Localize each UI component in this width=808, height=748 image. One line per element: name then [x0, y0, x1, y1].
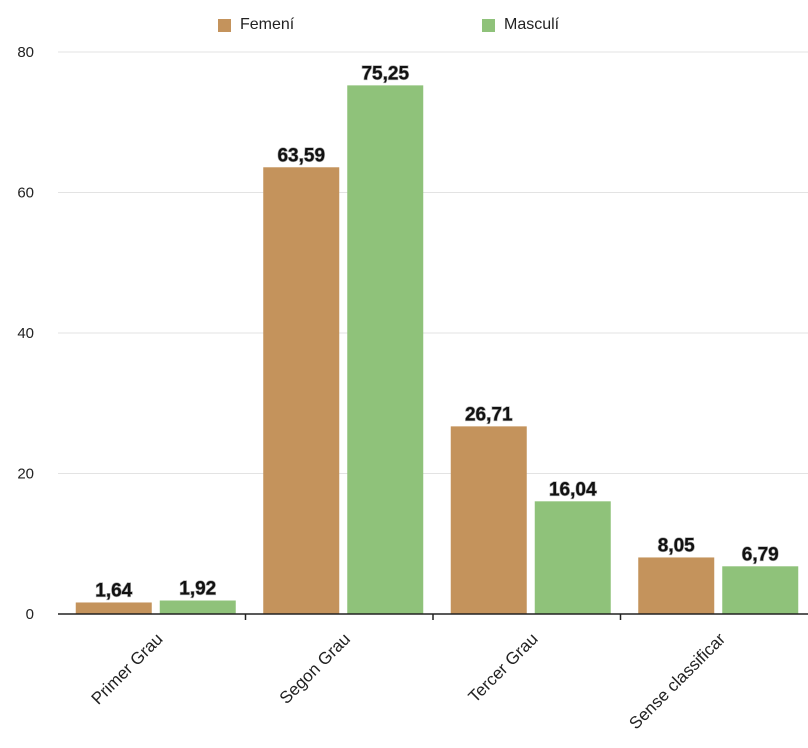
- legend-item-masculi: Masculí: [482, 16, 559, 34]
- category-labels: Primer Grau Segon Grau Tercer Grau Sense cl…: [88, 629, 730, 733]
- bar-mascul-3: [722, 566, 799, 614]
- bar-mascul-0: [159, 600, 236, 614]
- category-label-3: Sense classificar: [625, 629, 729, 733]
- value-label-mascul-1: 75,25: [361, 63, 409, 84]
- bar-femen-0: [75, 602, 152, 614]
- bars: [75, 85, 799, 614]
- legend-item-femeni: Femení: [218, 16, 294, 34]
- category-label-1: Segon Grau: [276, 629, 354, 707]
- chart-legend: Femení Masculí: [0, 16, 808, 40]
- y-axis-ticks: 0 20 40 60 80: [17, 44, 34, 623]
- bar-femen-2: [450, 426, 527, 614]
- gridlines: [58, 51, 808, 474]
- bar-mascul-2: [534, 501, 611, 614]
- bar-femen-1: [263, 167, 340, 614]
- value-labels: 1,64 1,92 63,59 75,25 26,71 16,04 8,05 6,79: [95, 63, 780, 602]
- category-label-2: Tercer Grau: [465, 629, 542, 706]
- x-axis: [58, 613, 808, 620]
- legend-label-masculi: Masculí: [504, 16, 560, 33]
- value-label-femen-0: 1,64: [95, 580, 132, 601]
- legend-swatch-femeni: [218, 18, 231, 32]
- category-label-0: Primer Grau: [88, 629, 167, 708]
- bar-femen-3: [638, 557, 715, 614]
- y-tick-label-80: 80: [17, 44, 34, 61]
- y-tick-label-0: 0: [26, 606, 34, 623]
- bar-mascul-1: [347, 85, 424, 614]
- value-label-femen-1: 63,59: [277, 145, 325, 166]
- value-label-femen-3: 8,05: [658, 535, 695, 556]
- legend-label-femeni: Femení: [240, 16, 295, 33]
- value-label-femen-2: 26,71: [465, 404, 513, 425]
- value-label-mascul-2: 16,04: [549, 479, 597, 500]
- legend-swatch-masculi: [482, 18, 495, 32]
- y-tick-label-60: 60: [17, 185, 34, 202]
- value-label-mascul-3: 6,79: [742, 544, 779, 565]
- y-tick-label-40: 40: [17, 325, 34, 342]
- y-tick-label-20: 20: [17, 466, 34, 483]
- value-label-mascul-0: 1,92: [179, 579, 216, 600]
